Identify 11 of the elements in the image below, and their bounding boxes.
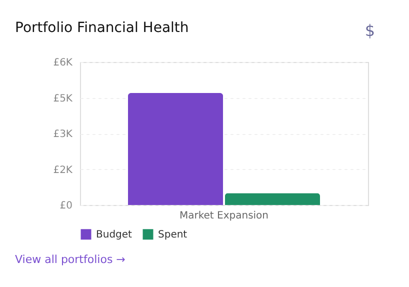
text: $ bbox=[364, 21, 376, 40]
y-tick-label: £6K bbox=[53, 58, 73, 68]
y-tick-label: £2K bbox=[53, 164, 73, 176]
text: View all portfolios → bbox=[15, 253, 126, 266]
y-tick-label: £0 bbox=[60, 200, 72, 212]
chart-title: Portfolio Financial Health bbox=[15, 20, 189, 36]
legend-label: Budget bbox=[96, 229, 132, 240]
y-tick-label: £5K bbox=[53, 93, 73, 104]
y-tick-label: £3K bbox=[53, 129, 73, 140]
legend-label: Spent bbox=[158, 229, 188, 240]
x-tick-label: Market Expansion bbox=[179, 210, 269, 222]
